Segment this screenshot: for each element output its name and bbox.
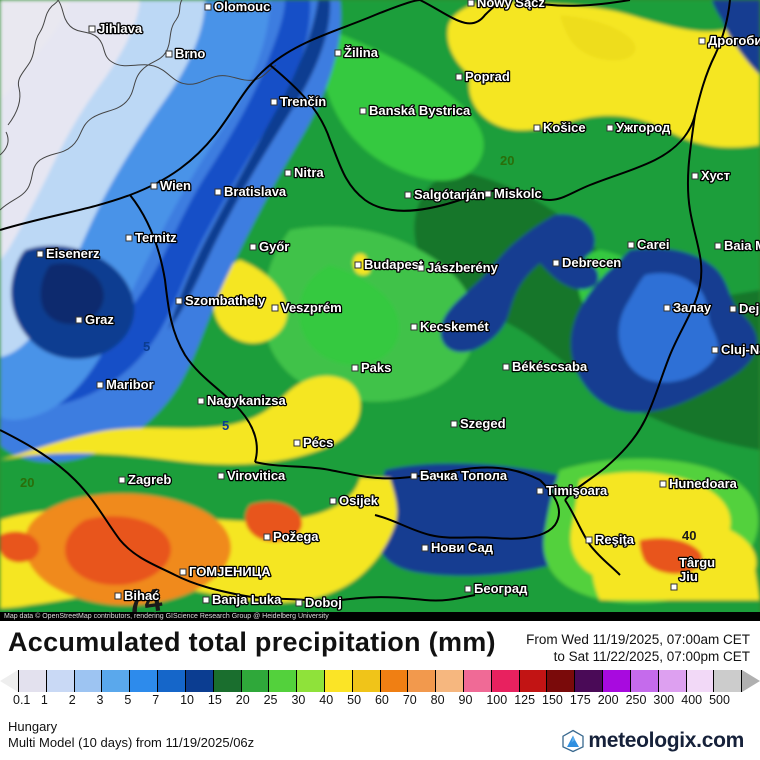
svg-text:Virovitica: Virovitica	[227, 468, 286, 483]
svg-text:Pécs: Pécs	[303, 435, 333, 450]
svg-text:Jihlava: Jihlava	[98, 21, 143, 36]
svg-text:Banská Bystrica: Banská Bystrica	[369, 103, 471, 118]
svg-text:Dej: Dej	[739, 301, 759, 316]
svg-text:Győr: Győr	[259, 239, 289, 254]
svg-text:5: 5	[143, 339, 150, 354]
svg-text:Nitra: Nitra	[294, 165, 324, 180]
svg-text:Reşiţa: Reşiţa	[595, 532, 635, 547]
svg-text:Maribor: Maribor	[106, 377, 154, 392]
svg-text:Košice: Košice	[543, 120, 586, 135]
svg-text:Nowy Sącz: Nowy Sącz	[477, 0, 545, 10]
svg-text:Ternitz: Ternitz	[135, 230, 177, 245]
svg-text:Poprad: Poprad	[465, 69, 510, 84]
svg-text:Graz: Graz	[85, 312, 114, 327]
svg-text:Žilina: Žilina	[344, 45, 379, 60]
svg-text:Brno: Brno	[175, 46, 205, 61]
svg-text:Paks: Paks	[361, 360, 391, 375]
svg-text:Olomouc: Olomouc	[214, 0, 270, 14]
svg-text:Хуст: Хуст	[701, 168, 730, 183]
svg-text:Veszprém: Veszprém	[281, 300, 342, 315]
svg-text:Salgótarján: Salgótarján	[414, 187, 485, 202]
svg-text:Zagreb: Zagreb	[128, 472, 171, 487]
svg-text:Hunedoara: Hunedoara	[669, 476, 738, 491]
svg-text:Nagykanizsa: Nagykanizsa	[207, 393, 287, 408]
svg-text:Залау: Залау	[673, 300, 712, 315]
svg-text:Bratislava: Bratislava	[224, 184, 287, 199]
svg-text:20: 20	[500, 153, 514, 168]
svg-text:Carei: Carei	[637, 237, 670, 252]
svg-text:Požega: Požega	[273, 529, 319, 544]
svg-text:Бачка Топола: Бачка Топола	[420, 468, 508, 483]
svg-text:5: 5	[222, 418, 229, 433]
svg-text:Jiu: Jiu	[679, 569, 698, 584]
svg-text:Miskolc: Miskolc	[494, 186, 542, 201]
svg-text:Ужгород: Ужгород	[616, 120, 671, 135]
svg-text:20: 20	[20, 475, 34, 490]
svg-text:Szombathely: Szombathely	[185, 293, 266, 308]
svg-text:Bihać: Bihać	[124, 588, 159, 603]
svg-text:40: 40	[682, 528, 696, 543]
svg-text:Baia Mare: Baia Mare	[724, 238, 760, 253]
svg-text:Wien: Wien	[160, 178, 191, 193]
svg-text:Београд: Београд	[474, 581, 528, 596]
svg-text:Timişoara: Timişoara	[546, 483, 608, 498]
svg-text:Jászberény: Jászberény	[427, 260, 499, 275]
svg-text:Дрогобич: Дрогобич	[708, 33, 760, 48]
svg-text:Cluj-Napoca: Cluj-Napoca	[721, 342, 760, 357]
svg-text:Târgu: Târgu	[679, 555, 715, 570]
svg-text:Osijek: Osijek	[339, 493, 379, 508]
svg-text:Szeged: Szeged	[460, 416, 506, 431]
svg-text:Trenčín: Trenčín	[280, 94, 326, 109]
svg-text:Нови Сад: Нови Сад	[431, 540, 494, 555]
svg-text:Eisenerz: Eisenerz	[46, 246, 100, 261]
svg-text:Banja Luka: Banja Luka	[212, 592, 282, 607]
svg-text:Debrecen: Debrecen	[562, 255, 621, 270]
svg-text:Békéscsaba: Békéscsaba	[512, 359, 588, 374]
svg-text:Budapest: Budapest	[364, 257, 424, 272]
svg-text:Kecskemét: Kecskemét	[420, 319, 489, 334]
svg-text:Doboj: Doboj	[305, 595, 342, 610]
svg-text:ГОМЈЕНИЦА: ГОМЈЕНИЦА	[189, 564, 271, 579]
